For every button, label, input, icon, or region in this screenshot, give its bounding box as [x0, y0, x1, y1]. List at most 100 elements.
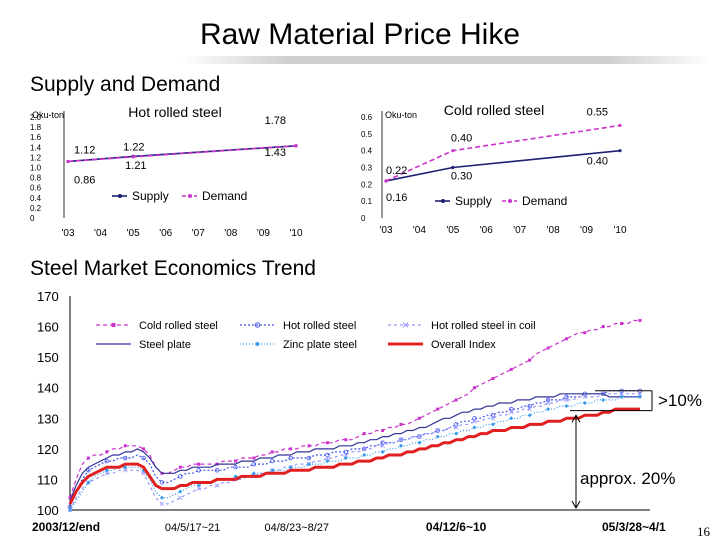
trend-x-label: 05/3/28~4/1 — [602, 520, 666, 534]
trend-series-cold-rolled-steel-marker — [546, 346, 550, 350]
trend-series-hot-rolled-steel-in-coil-marker — [453, 425, 459, 430]
slide-title: Raw Material Price Hike — [199, 18, 521, 51]
trend-series-zinc-plate-steel-marker — [362, 452, 367, 457]
trend-series-hot-rolled-steel-in-coil-marker — [527, 406, 532, 412]
hot-legend-label-supply: Supply — [132, 189, 169, 203]
trend-series-cold-rolled-steel-marker — [252, 456, 256, 460]
trend-series-cold-rolled-steel-marker — [344, 438, 348, 442]
arrow-20pct-head-up — [571, 414, 581, 423]
trend-series-hot-rolled-steel-marker — [306, 455, 312, 461]
trend-series-hot-rolled-steel-in-coil-marker — [325, 455, 330, 461]
cold-y-tick: 0.3 — [361, 164, 373, 173]
hot-y-tick: 2.0 — [30, 113, 42, 122]
cold-unit-label: Oku-ton — [385, 110, 417, 120]
trend-series-zinc-plate-steel-marker — [398, 443, 403, 448]
hot-unit-label: Oku-ton — [32, 110, 64, 120]
cold-series-supply — [385, 149, 621, 182]
trend-series-hot-rolled-steel-in-coil-marker — [619, 391, 624, 397]
hot-y-tick: 0.2 — [30, 204, 42, 213]
trend-series-hot-rolled-steel-marker — [288, 455, 293, 461]
trend-series-hot-rolled-steel-marker — [214, 468, 220, 473]
trend-y-tick: 120 — [37, 442, 59, 457]
hot-point-demand — [131, 155, 135, 159]
trend-series-zinc-plate-steel-marker — [380, 449, 385, 454]
hot-x-tick: '04 — [94, 228, 107, 239]
cold-data-label: 0.40 — [451, 133, 472, 145]
trend-x-label: 04/12/6~10 — [426, 520, 487, 534]
trend-legend-cold-rolled-steel-label: Cold rolled steel — [139, 320, 218, 332]
trend-series-hot-rolled-steel-marker — [196, 468, 201, 473]
hot-y-tick: 0.4 — [30, 194, 42, 203]
trend-series-zinc-plate-steel-marker — [490, 422, 495, 427]
trend-y-tick: 130 — [37, 411, 59, 426]
trend-series-steel-plate — [69, 393, 640, 502]
trend-series-hot-rolled-steel-marker — [527, 403, 532, 409]
cold-x-tick: '07 — [513, 225, 526, 236]
trend-x-label: 04/5/17~21 — [165, 522, 220, 534]
trend-series-hot-rolled-steel-in-coil-marker — [178, 495, 183, 501]
trend-series-hot-rolled-steel-in-coil-marker — [472, 419, 477, 424]
hot-legend-marker-demand — [188, 194, 192, 198]
trend-series-hot-rolled-steel-marker — [564, 394, 569, 400]
cold-y-tick: 0.2 — [361, 180, 373, 189]
trend-series-hot-rolled-steel-marker — [343, 449, 349, 455]
annotation-20pct: approx. 20% — [580, 469, 675, 488]
trend-series-hot-rolled-steel-marker — [86, 468, 91, 473]
trend-y-tick: 100 — [37, 503, 59, 518]
trend-series-zinc-plate-steel-marker — [159, 495, 164, 500]
cold-point-demand — [384, 179, 388, 183]
cold-legend-marker-supply — [441, 199, 445, 203]
trend-series-hot-rolled-steel-marker — [380, 440, 385, 445]
cold-data-label: 0.16 — [386, 192, 407, 204]
trend-series-zinc-plate-steel-marker — [417, 440, 422, 445]
trend-legend-overall-index-label: Overall Index — [431, 339, 496, 351]
trend-series-cold-rolled-steel-marker — [325, 441, 329, 445]
hot-data-label: 1.21 — [125, 160, 146, 172]
trend-legend-hot-rolled-steel-marker — [254, 322, 261, 328]
trend-series-zinc-plate-steel-marker — [325, 459, 330, 464]
trend-series-cold-rolled-steel-marker — [564, 337, 568, 341]
title-divider — [182, 56, 712, 64]
cold-x-tick: '08 — [547, 225, 560, 236]
trend-series-cold-rolled-steel-marker — [381, 429, 385, 433]
trend-series-zinc-plate-steel-marker — [472, 425, 477, 430]
trend-series-hot-rolled-steel-in-coil-marker — [159, 501, 165, 507]
trend-series-hot-rolled-steel-marker — [417, 434, 422, 439]
trend-series-cold-rolled-steel-marker — [417, 416, 421, 420]
cold-x-tick: '09 — [580, 225, 593, 236]
trend-series-hot-rolled-steel-in-coil-marker — [380, 443, 385, 449]
cold-chart-title: Cold rolled steel — [444, 102, 544, 118]
trend-series-cold-rolled-steel-marker — [86, 456, 90, 460]
trend-y-tick: 140 — [37, 381, 59, 396]
trend-series-hot-rolled-steel-marker — [435, 428, 440, 433]
hot-y-tick: 1.4 — [30, 143, 42, 152]
supply-demand-heading: Supply and Demand — [30, 73, 221, 96]
steel-market-trend-heading: Steel Market Economics Trend — [30, 257, 316, 280]
hot-y-tick: 0 — [30, 214, 35, 223]
trend-series-hot-rolled-steel-marker — [233, 465, 238, 470]
trend-series-hot-rolled-steel-in-coil-marker — [509, 409, 514, 415]
trend-series-hot-rolled-steel-marker — [122, 455, 128, 461]
trend-series-zinc-plate-steel-marker — [564, 404, 569, 409]
trend-series-hot-rolled-steel-in-coil-marker — [196, 486, 201, 491]
annotation-10pct: >10% — [658, 391, 702, 410]
trend-legend-hot-rolled-steel-in-coil-label: Hot rolled steel in coil — [431, 320, 536, 332]
cold-y-tick: 0.5 — [361, 130, 373, 139]
trend-series-hot-rolled-steel-in-coil-marker — [361, 446, 367, 452]
trend-series-hot-rolled-steel-marker — [509, 406, 514, 412]
hot-x-tick: '06 — [159, 228, 172, 239]
trend-legend-zinc-plate-steel-label: Zinc plate steel — [283, 339, 357, 351]
trend-series-hot-rolled-steel-in-coil — [69, 393, 640, 511]
trend-series-hot-rolled-steel — [69, 390, 640, 508]
trend-series-cold-rolled-steel-marker — [178, 465, 182, 469]
trend-series-zinc-plate-steel — [69, 396, 640, 511]
cold-series-demand — [385, 124, 621, 182]
trend-series-cold-rolled-steel-marker — [436, 407, 440, 411]
trend-series-zinc-plate-steel-marker — [454, 431, 459, 436]
trend-series-hot-rolled-steel-marker — [361, 446, 367, 452]
trend-series-hot-rolled-steel-marker — [545, 397, 551, 403]
cold-point-supply — [451, 165, 455, 170]
trend-series-hot-rolled-steel-in-coil-marker — [141, 471, 146, 476]
trend-series-hot-rolled-steel-in-coil-marker — [214, 483, 220, 488]
